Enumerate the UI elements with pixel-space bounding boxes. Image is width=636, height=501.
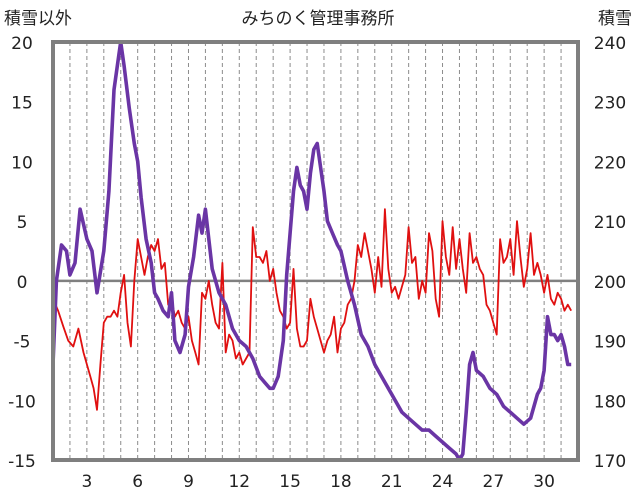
- series-layer: [51, 40, 572, 462]
- series-line-2: [51, 40, 572, 462]
- left-axis-label: 積雪以外: [4, 9, 72, 29]
- plot-frame: [51, 40, 580, 462]
- right-tick-label: 190: [594, 333, 626, 353]
- x-tick-label: 6: [132, 472, 143, 492]
- x-axis-ticks: 3 6 9 12 15 18 21 24 27 30: [81, 472, 554, 492]
- x-tick-label: 27: [483, 472, 505, 492]
- series-line-1: [52, 208, 572, 411]
- left-tick-label: 15: [11, 94, 33, 114]
- right-tick-label: 230: [594, 94, 626, 114]
- chart-title: みちのく管理事務所: [242, 9, 395, 29]
- x-tick-label: 12: [228, 472, 250, 492]
- right-tick-label: 170: [594, 452, 626, 472]
- left-tick-label: 20: [11, 34, 33, 54]
- right-tick-label: 220: [594, 153, 626, 173]
- x-tick-label: 24: [432, 472, 454, 492]
- x-tick-label: 18: [330, 472, 352, 492]
- right-axis-ticks: 240 230 220 210 200 190 180 170: [594, 34, 626, 472]
- left-tick-label: -10: [8, 392, 36, 412]
- left-axis-ticks: 20 15 10 5 0 -5 -10 -15: [8, 34, 36, 472]
- right-tick-label: 180: [594, 392, 626, 412]
- right-tick-label: 200: [594, 273, 626, 293]
- right-tick-label: 210: [594, 213, 626, 233]
- grid: [53, 42, 578, 460]
- left-tick-label: -5: [14, 333, 31, 353]
- x-tick-label: 3: [81, 472, 92, 492]
- right-axis-label: 積雪: [598, 9, 632, 29]
- left-tick-label: 5: [17, 213, 28, 233]
- left-tick-label: -15: [8, 452, 36, 472]
- right-tick-label: 240: [594, 34, 626, 54]
- x-tick-label: 15: [279, 472, 301, 492]
- left-tick-label: 10: [11, 153, 33, 173]
- x-tick-label: 9: [183, 472, 194, 492]
- left-tick-label: 0: [17, 273, 28, 293]
- x-tick-label: 30: [533, 472, 555, 492]
- x-tick-label: 21: [381, 472, 403, 492]
